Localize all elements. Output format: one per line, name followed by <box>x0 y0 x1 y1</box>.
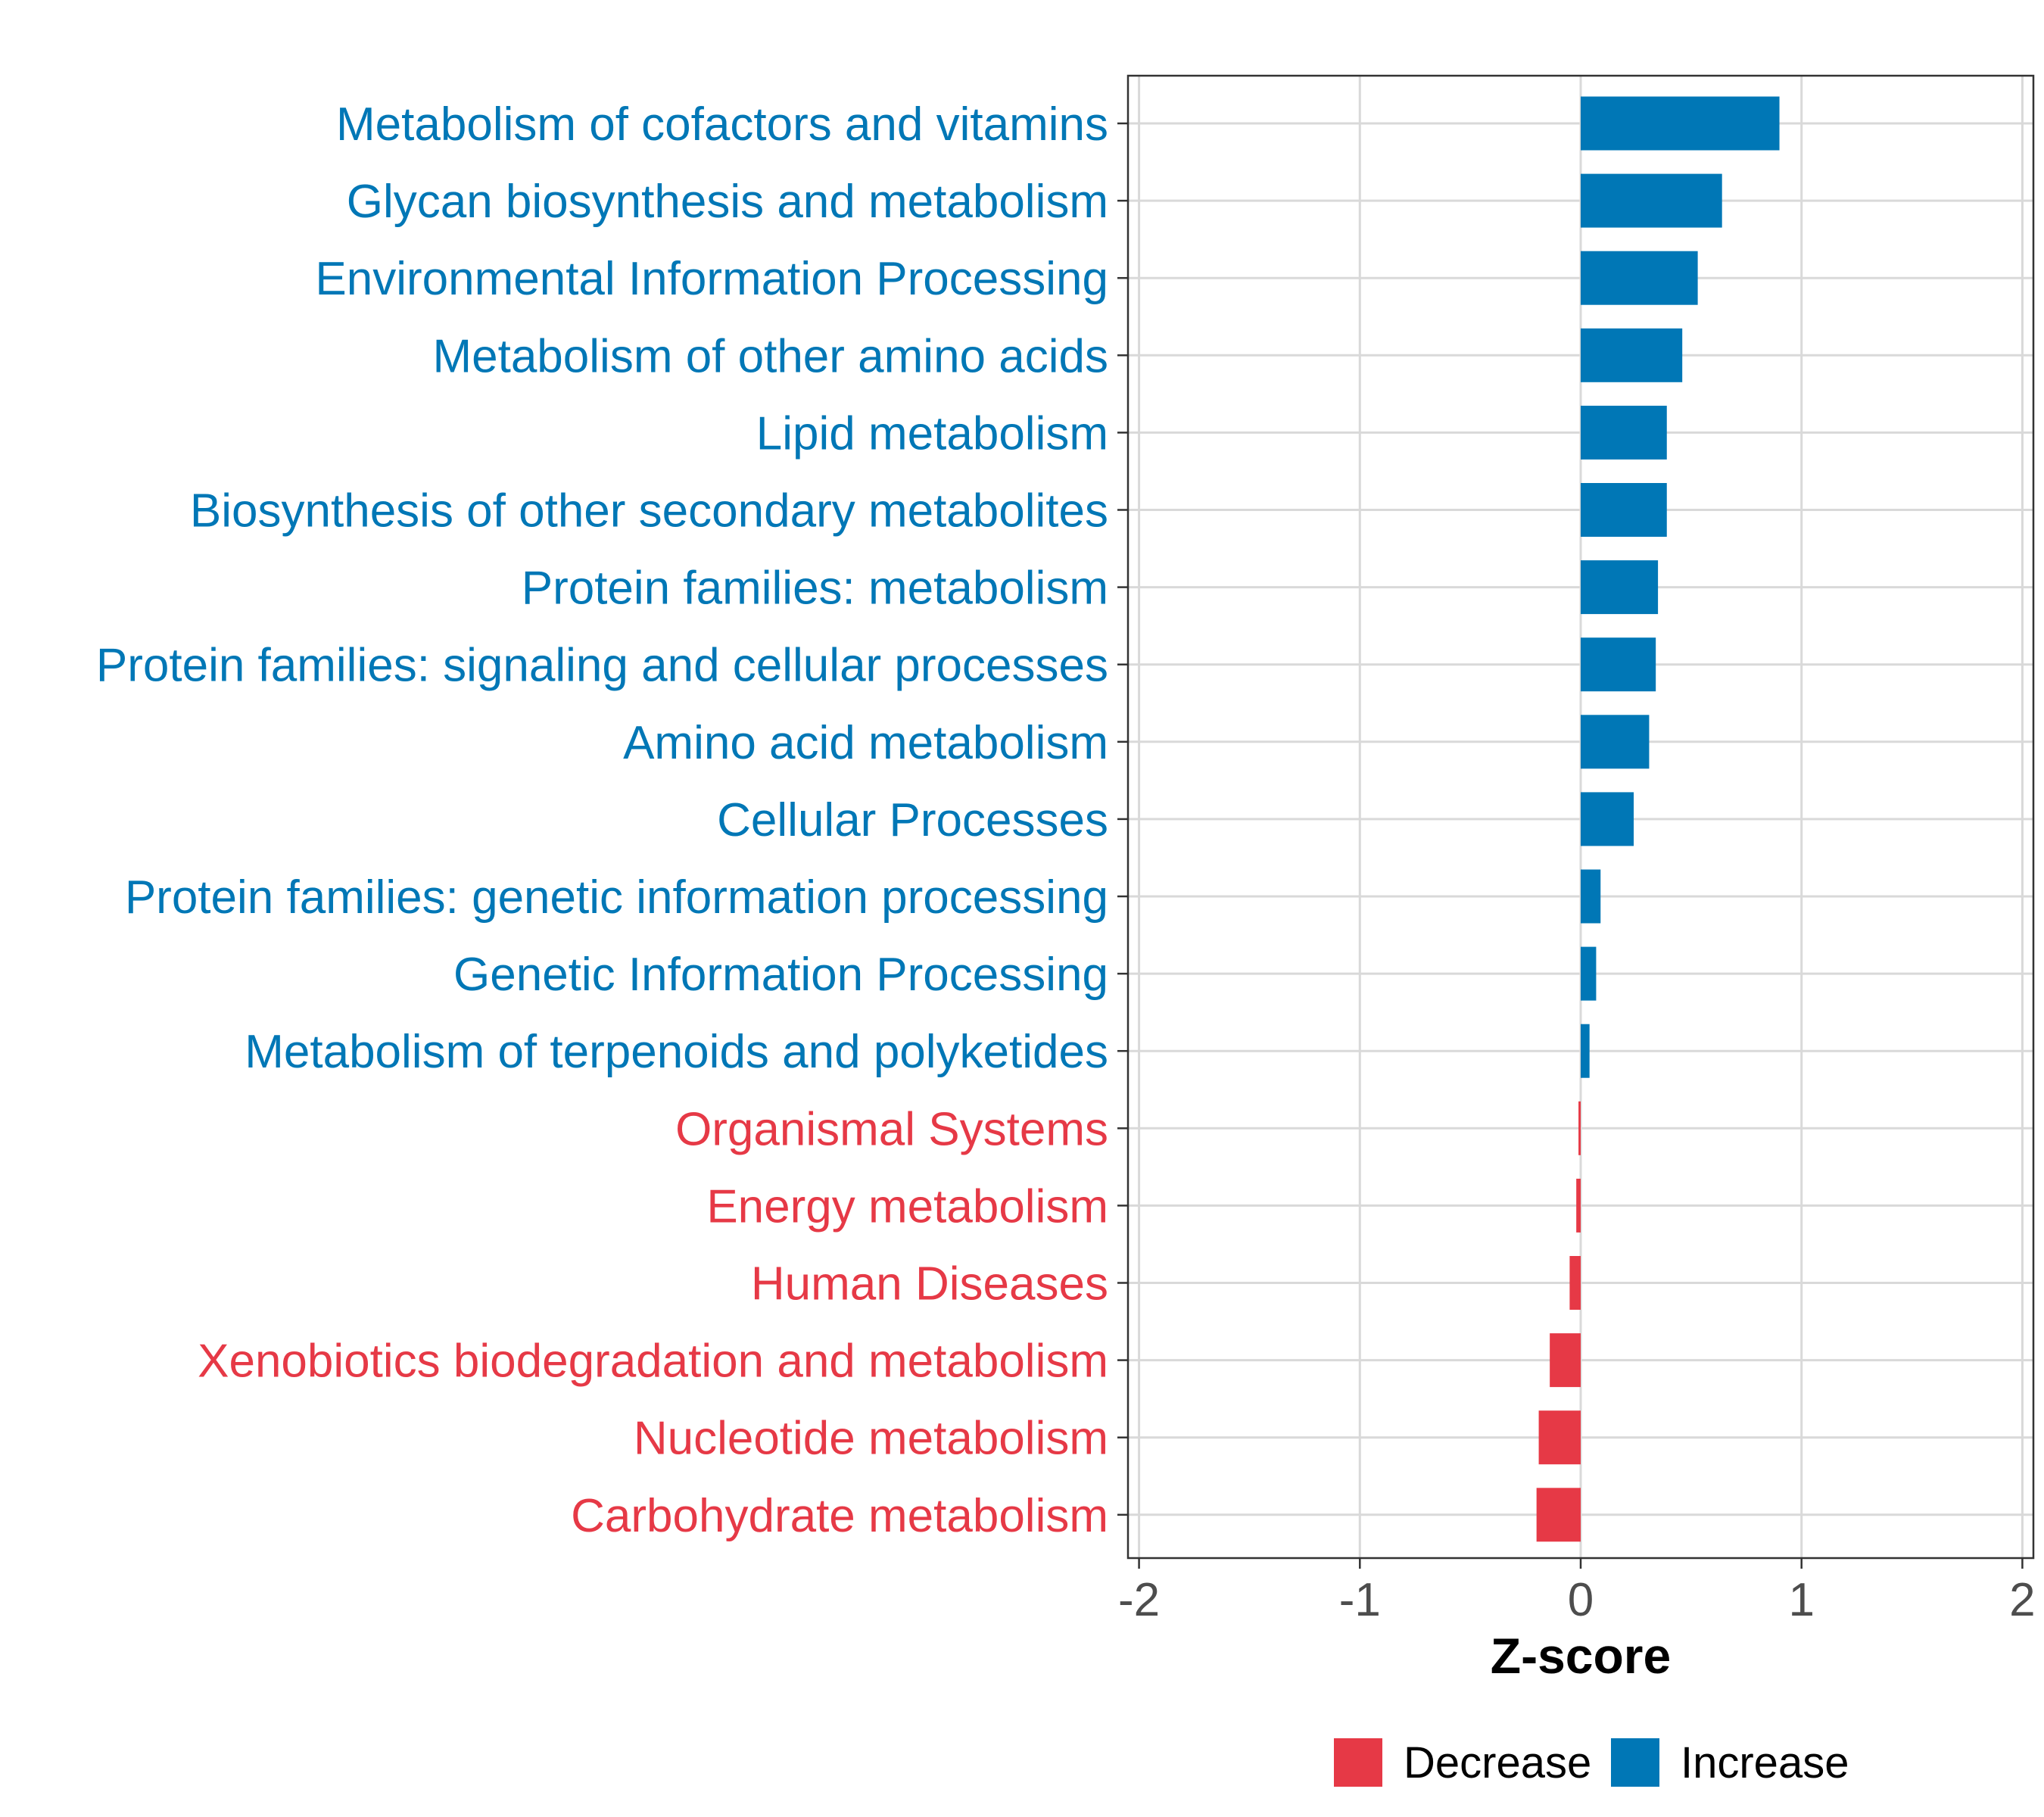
x-tick-label: -2 <box>1118 1574 1160 1626</box>
x-axis: -2 -1 0 1 2 <box>1118 1558 2036 1626</box>
category-label: Human Diseases <box>751 1258 1108 1311</box>
bar-increase <box>1581 328 1683 382</box>
bar-increase <box>1581 173 1722 228</box>
bar-decrease <box>1569 1256 1581 1310</box>
bar-increase <box>1581 715 1650 769</box>
category-label: Environmental Information Processing <box>315 253 1108 305</box>
category-label: Energy metabolism <box>706 1180 1108 1233</box>
category-label: Protein families: metabolism <box>522 563 1108 615</box>
bar-increase <box>1581 946 1597 1001</box>
bar-increase <box>1581 560 1659 615</box>
category-label: Glycan biosynthesis and metabolism <box>347 176 1108 228</box>
category-label: Metabolism of other amino acids <box>432 330 1108 382</box>
bar-decrease <box>1578 1101 1581 1155</box>
category-label: Amino acid metabolism <box>623 717 1108 769</box>
legend-label: Increase <box>1681 1738 1849 1787</box>
category-label: Protein families: genetic information pr… <box>125 871 1108 924</box>
category-label: Lipid metabolism <box>756 407 1108 460</box>
category-label: Organismal Systems <box>675 1103 1108 1155</box>
category-label: Nucleotide metabolism <box>634 1413 1108 1465</box>
bar-increase <box>1581 405 1667 460</box>
category-label: Carbohydrate metabolism <box>571 1490 1108 1542</box>
x-tick-label: 0 <box>1568 1574 1594 1626</box>
category-label: Biosynthesis of other secondary metaboli… <box>190 485 1108 538</box>
category-label: Metabolism of cofactors and vitamins <box>336 98 1108 151</box>
legend-label: Decrease <box>1404 1738 1591 1787</box>
category-label: Genetic Information Processing <box>453 949 1108 1001</box>
category-label: Metabolism of terpenoids and polyketides <box>245 1026 1108 1078</box>
bar-decrease <box>1576 1178 1581 1233</box>
category-label: Protein families: signaling and cellular… <box>96 640 1108 692</box>
bar-increase <box>1581 1024 1590 1078</box>
category-label: Cellular Processes <box>717 794 1108 846</box>
bar-increase <box>1581 792 1634 846</box>
bars <box>1536 96 1780 1542</box>
bar-increase <box>1581 869 1601 924</box>
bar-decrease <box>1538 1410 1581 1465</box>
x-axis-title: Z-score <box>1491 1628 1671 1684</box>
category-label: Xenobiotics biodegradation and metabolis… <box>198 1335 1108 1388</box>
bar-increase <box>1581 483 1667 537</box>
legend: Decrease Increase <box>1334 1738 1849 1787</box>
bar-decrease <box>1536 1488 1581 1542</box>
legend-key-increase <box>1611 1738 1659 1787</box>
x-tick-label: -1 <box>1339 1574 1381 1626</box>
bar-decrease <box>1550 1333 1581 1388</box>
bar-increase <box>1581 637 1656 692</box>
legend-key-decrease <box>1334 1738 1382 1787</box>
bar-increase <box>1581 251 1698 305</box>
x-tick-label: 2 <box>2009 1574 2035 1626</box>
bar-increase <box>1581 96 1780 151</box>
x-tick-label: 1 <box>1788 1574 1814 1626</box>
y-axis: Metabolism of cofactors and vitamins Glyc… <box>96 98 1128 1542</box>
